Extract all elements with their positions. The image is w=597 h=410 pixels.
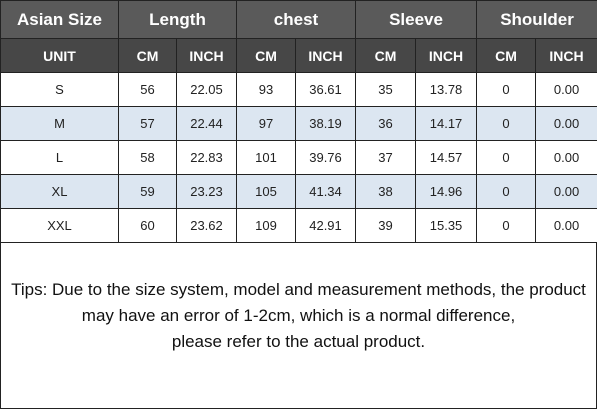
cell: 0 <box>476 106 537 141</box>
unit-header: CM <box>118 38 177 73</box>
tips-line: please refer to the actual product. <box>171 332 426 351</box>
cell: 0 <box>476 72 537 107</box>
cell: 57 <box>118 106 177 141</box>
column-header: Sleeve <box>355 0 478 39</box>
column-header: Asian Size <box>0 0 119 39</box>
unit-header: INCH <box>415 38 478 73</box>
cell: 0.00 <box>535 208 597 243</box>
cell: 13.78 <box>415 72 478 107</box>
cell: 38.19 <box>294 106 357 141</box>
cell: 0.00 <box>535 72 597 107</box>
data-row: M 57 22.44 97 38.19 36 14.17 0 0.00 <box>0 106 597 141</box>
cell: 14.57 <box>415 140 478 175</box>
cell: 14.17 <box>415 106 478 141</box>
tips-line: Tips: Due to the size system, model and … <box>11 280 586 299</box>
data-row: S 56 22.05 93 36.61 35 13.78 0 0.00 <box>0 72 597 107</box>
cell: 42.91 <box>294 208 357 243</box>
unit-header: CM <box>355 38 417 73</box>
unit-row: UNIT CM INCH CM INCH CM INCH CM INCH <box>0 38 597 73</box>
data-row: L 58 22.83 101 39.76 37 14.57 0 0.00 <box>0 140 597 175</box>
tips: Tips: Due to the size system, model and … <box>0 242 597 409</box>
cell: 23.62 <box>176 208 237 243</box>
cell: XL <box>0 174 119 209</box>
cell: 0 <box>476 140 537 175</box>
column-header: Length <box>118 0 237 39</box>
cell: XXL <box>0 208 119 243</box>
cell: S <box>0 72 119 107</box>
cell: 23.23 <box>176 174 237 209</box>
cell: 0 <box>476 208 537 243</box>
cell: 22.44 <box>176 106 237 141</box>
cell: 15.35 <box>415 208 478 243</box>
cell: 37 <box>355 140 417 175</box>
column-header: Shoulder <box>476 0 597 39</box>
cell: 39 <box>355 208 417 243</box>
cell: 36 <box>355 106 417 141</box>
cell: 41.34 <box>294 174 357 209</box>
cell: 93 <box>236 72 296 107</box>
unit-header: UNIT <box>0 38 119 73</box>
cell: 22.05 <box>176 72 237 107</box>
tips-line: may have an error of 1-2cm, which is a n… <box>81 306 516 325</box>
cell: 0.00 <box>535 140 597 175</box>
cell: 22.83 <box>176 140 237 175</box>
unit-header: INCH <box>176 38 237 73</box>
cell: 105 <box>236 174 296 209</box>
cell: 58 <box>118 140 177 175</box>
cell: 39.76 <box>294 140 357 175</box>
data-row: XXL 60 23.62 109 42.91 39 15.35 0 0.00 <box>0 208 597 243</box>
cell: 56 <box>118 72 177 107</box>
unit-header: CM <box>476 38 537 73</box>
size-table: Asian Size Length chest Sleeve Shoulder UNIT C… <box>0 0 597 243</box>
cell: M <box>0 106 119 141</box>
cell: 60 <box>118 208 177 243</box>
column-header: chest <box>235 0 357 39</box>
cell: 0.00 <box>535 174 597 209</box>
cell: 36.61 <box>294 72 357 107</box>
cell: 0.00 <box>535 106 597 141</box>
cell: 59 <box>118 174 177 209</box>
unit-header: INCH <box>535 38 597 73</box>
header-row: Asian Size Length chest Sleeve Shoulder <box>0 0 597 39</box>
cell: 38 <box>355 174 417 209</box>
data-row: XL 59 23.23 105 41.34 38 14.96 0 0.00 <box>0 174 597 209</box>
unit-header: INCH <box>294 38 357 73</box>
cell: 109 <box>236 208 296 243</box>
cell: 14.96 <box>415 174 478 209</box>
cell: 0 <box>476 174 537 209</box>
cell: 101 <box>236 140 296 175</box>
cell: L <box>0 140 119 175</box>
cell: 35 <box>355 72 417 107</box>
cell: 97 <box>236 106 296 141</box>
unit-header: CM <box>236 38 296 73</box>
